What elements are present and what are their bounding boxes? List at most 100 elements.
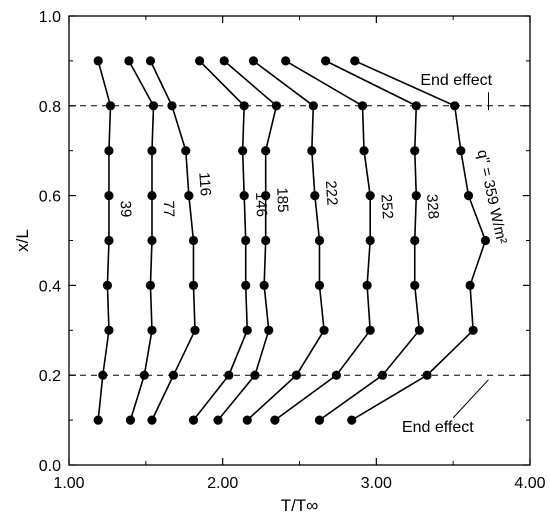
data-point <box>314 415 325 425</box>
data-point <box>219 56 229 66</box>
data-point <box>410 280 420 290</box>
data-point <box>331 370 341 380</box>
data-point <box>105 101 116 111</box>
data-point <box>241 280 251 290</box>
y-tick-label: 0.2 <box>39 368 61 385</box>
data-point <box>261 235 271 246</box>
series-label-5: 185 <box>273 187 291 213</box>
data-point <box>93 56 103 66</box>
series-5 <box>213 56 282 425</box>
series-label-6: 222 <box>322 180 341 206</box>
data-point <box>261 191 271 201</box>
data-point <box>314 280 325 290</box>
data-point <box>456 146 466 156</box>
data-point <box>147 325 157 335</box>
annotation-leader-bottom <box>452 379 489 419</box>
series-label-3: 116 <box>195 172 214 197</box>
series-group <box>93 56 491 425</box>
series-label-2: 77 <box>160 200 178 217</box>
data-point <box>104 235 114 246</box>
annotation-end-effect-top: End effect <box>420 72 492 89</box>
series-3 <box>145 56 200 425</box>
data-point <box>450 101 460 111</box>
data-point <box>239 101 249 111</box>
y-tick-label: 0.0 <box>39 458 61 475</box>
series-line <box>192 60 249 421</box>
data-point <box>167 101 177 111</box>
data-point <box>270 415 280 425</box>
data-point <box>271 101 282 111</box>
text-labels: 1.00 2.00 3.00 4.00 0.0 0.2 0.4 0.6 0.8 1.0 39 77 11… <box>39 9 546 492</box>
annotation-end-effect-bottom: End effect <box>402 419 474 436</box>
series-6 <box>242 56 329 425</box>
data-point <box>145 56 156 66</box>
data-point <box>468 325 478 335</box>
data-point <box>139 370 149 380</box>
data-point <box>148 101 159 111</box>
series-8 <box>314 56 424 425</box>
data-point <box>147 415 157 425</box>
series-7 <box>270 56 375 425</box>
data-point <box>310 191 320 201</box>
data-point <box>359 146 369 156</box>
data-point <box>410 146 420 156</box>
data-point <box>147 191 157 201</box>
data-point <box>104 146 114 156</box>
data-point <box>184 191 194 201</box>
data-point <box>365 191 375 201</box>
data-point <box>463 191 474 201</box>
data-point <box>321 56 331 66</box>
x-tick-label: 4.00 <box>514 475 545 492</box>
data-point <box>239 191 249 201</box>
series-9 <box>347 56 491 425</box>
data-point <box>465 280 475 290</box>
data-point <box>261 146 271 156</box>
x-axis-title: T/T∞ <box>281 496 319 515</box>
data-point <box>147 235 157 246</box>
series-line <box>246 60 325 421</box>
data-point <box>102 280 113 290</box>
data-point <box>147 146 157 156</box>
series-label-7: 252 <box>377 193 396 219</box>
data-point <box>319 325 329 335</box>
x-tick-label: 1.00 <box>53 475 84 492</box>
data-point <box>190 325 200 335</box>
y-tick-label: 0.4 <box>39 278 61 295</box>
y-tick-label: 0.8 <box>39 99 61 116</box>
data-point <box>357 101 368 111</box>
series-line <box>149 60 196 421</box>
data-point <box>365 325 375 335</box>
series-4 <box>188 56 252 425</box>
axis-ticks <box>68 15 531 466</box>
x-tick-label: 3.00 <box>361 475 392 492</box>
series-label-8: 328 <box>423 193 442 219</box>
data-point <box>422 370 432 380</box>
data-point <box>347 415 357 425</box>
y-tick-label: 1.0 <box>39 9 61 26</box>
data-point <box>104 191 114 201</box>
series-1 <box>93 56 116 425</box>
data-point <box>224 370 234 380</box>
data-point <box>188 415 199 425</box>
data-point <box>480 235 491 246</box>
data-point <box>307 146 317 156</box>
data-point <box>281 56 291 66</box>
data-point <box>250 370 260 380</box>
data-point <box>411 101 421 111</box>
data-point <box>291 370 302 380</box>
data-point <box>241 235 251 246</box>
data-point <box>145 280 156 290</box>
data-point <box>314 235 325 246</box>
y-tick-label: 0.6 <box>39 189 61 206</box>
data-point <box>242 415 252 425</box>
series-label-4: 146 <box>252 192 270 218</box>
data-point <box>188 235 199 246</box>
data-point <box>414 325 424 335</box>
data-point <box>98 370 108 380</box>
data-point <box>125 415 136 425</box>
data-point <box>213 415 223 425</box>
data-point <box>238 146 248 156</box>
data-point <box>181 146 191 156</box>
data-point <box>259 280 269 290</box>
